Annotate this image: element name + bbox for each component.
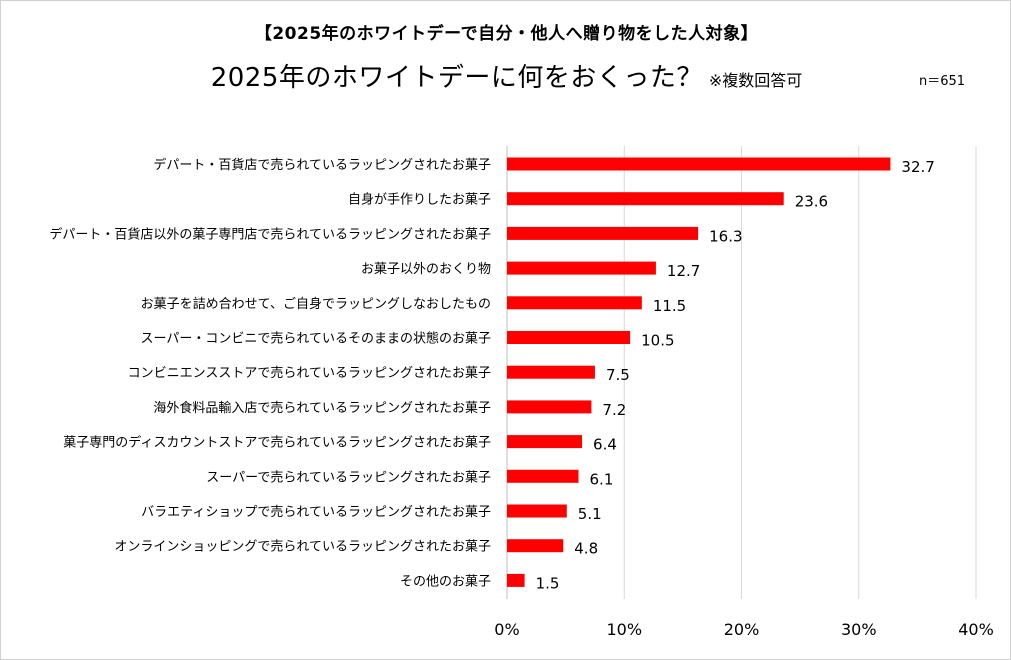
value-label-9: 6.1	[590, 470, 614, 488]
category-label-0: デパート・百貨店で売られているラッピングされたお菓子	[153, 157, 491, 173]
x-tick-label-1: 10%	[606, 620, 642, 639]
x-tick-label-3: 30%	[841, 620, 877, 639]
bar-3	[507, 261, 656, 275]
x-tick-label-4: 40%	[958, 620, 994, 639]
category-label-2: デパート・百貨店以外の菓子専門店で売られているラッピングされたお菓子	[49, 226, 491, 242]
bar-9	[507, 469, 579, 483]
category-label-1: 自身が手作りしたお菓子	[348, 192, 491, 208]
value-label-0: 32.7	[901, 158, 934, 176]
chart-title: 2025年のホワイトデーに何をおくった？	[210, 63, 703, 93]
value-label-7: 7.2	[602, 401, 626, 419]
chart-title-line: 2025年のホワイトデーに何をおくった？ ※複数回答可	[1, 57, 1010, 94]
category-label-4: お菓子を詰め合わせて、ご自身でラッピングしなおしたもの	[141, 296, 491, 312]
category-label-10: バラエティショップで売られているラッピングされたお菓子	[141, 504, 491, 520]
category-label-5: スーパー・コンビニで売られているそのままの状態のお菓子	[141, 331, 491, 347]
bar-2	[507, 226, 699, 240]
value-label-5: 10.5	[641, 332, 674, 350]
value-label-3: 12.7	[667, 262, 700, 280]
bar-8	[507, 435, 583, 449]
category-label-12: その他のお菓子	[400, 574, 491, 589]
category-label-7: 海外食料品輸入店で売られているラッピングされたお菓子	[153, 400, 491, 416]
value-label-2: 16.3	[709, 227, 742, 245]
bar-6	[507, 365, 595, 379]
value-label-10: 5.1	[578, 505, 602, 523]
category-label-11: オンラインショッピングで売られているラッピングされたお菓子	[114, 539, 491, 555]
category-label-8: 菓子専門のディスカウントストアで売られているラッピングされたお菓子	[63, 435, 491, 451]
value-label-12: 1.5	[536, 574, 560, 592]
bar-7	[507, 400, 592, 414]
value-label-11: 4.8	[574, 540, 598, 558]
x-tick-label-2: 20%	[724, 620, 760, 639]
value-label-1: 23.6	[795, 193, 828, 211]
value-label-6: 7.5	[606, 366, 630, 384]
bar-10	[507, 504, 567, 518]
bar-11	[507, 539, 564, 553]
bar-12	[507, 573, 525, 587]
bar-5	[507, 331, 631, 344]
chart-subtitle: 【2025年のホワイトデーで自分・他人へ贈り物をした人対象】	[254, 24, 759, 44]
bar-4	[507, 296, 642, 310]
sample-size-label: n＝651	[919, 74, 966, 89]
bar-0	[507, 157, 891, 171]
value-label-4: 11.5	[653, 297, 686, 315]
chart-title-note: ※複数回答可	[708, 71, 803, 90]
category-label-6: コンビニエンスストアで売られているラッピングされたお菓子	[128, 365, 491, 381]
category-label-3: お菓子以外のおくり物	[361, 262, 491, 277]
x-tick-label-0: 0%	[494, 620, 519, 639]
bar-1	[507, 192, 784, 206]
category-label-9: スーパーで売られているラッピングされたお菓子	[206, 469, 491, 485]
value-label-8: 6.4	[593, 436, 617, 454]
